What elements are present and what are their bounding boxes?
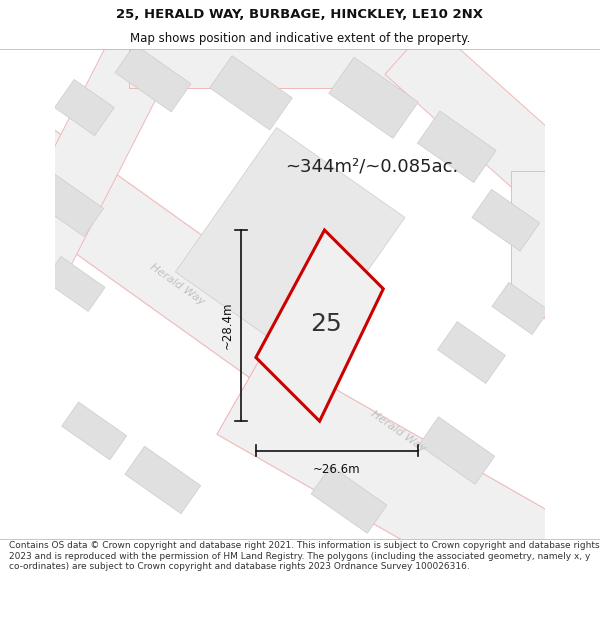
Polygon shape [0,33,174,285]
Polygon shape [256,230,383,421]
Text: Herald Way: Herald Way [369,408,427,454]
Polygon shape [175,127,405,362]
Text: 25: 25 [310,312,341,336]
Polygon shape [511,171,580,318]
Text: Contains OS data © Crown copyright and database right 2021. This information is : Contains OS data © Crown copyright and d… [9,541,599,571]
Polygon shape [128,9,408,88]
Polygon shape [492,282,549,334]
Polygon shape [209,56,292,130]
Polygon shape [437,322,505,384]
Text: ~28.4m: ~28.4m [221,302,234,349]
Polygon shape [311,466,387,533]
Text: ~26.6m: ~26.6m [313,462,361,476]
Text: ~344m²/~0.085ac.: ~344m²/~0.085ac. [286,158,458,176]
Polygon shape [418,111,496,182]
Polygon shape [44,256,105,311]
Text: Map shows position and indicative extent of the property.: Map shows position and indicative extent… [130,31,470,44]
Text: 25, HERALD WAY, BURBAGE, HINCKLEY, LE10 2NX: 25, HERALD WAY, BURBAGE, HINCKLEY, LE10 … [116,8,484,21]
Polygon shape [125,446,201,514]
Polygon shape [115,44,191,112]
Text: Herald Way: Herald Way [148,261,207,306]
Polygon shape [217,349,600,625]
Polygon shape [472,189,540,251]
Polygon shape [55,79,115,136]
Polygon shape [419,417,495,484]
Polygon shape [385,23,568,197]
Polygon shape [62,402,127,460]
Polygon shape [36,174,104,236]
Polygon shape [329,58,418,138]
Polygon shape [0,121,350,413]
